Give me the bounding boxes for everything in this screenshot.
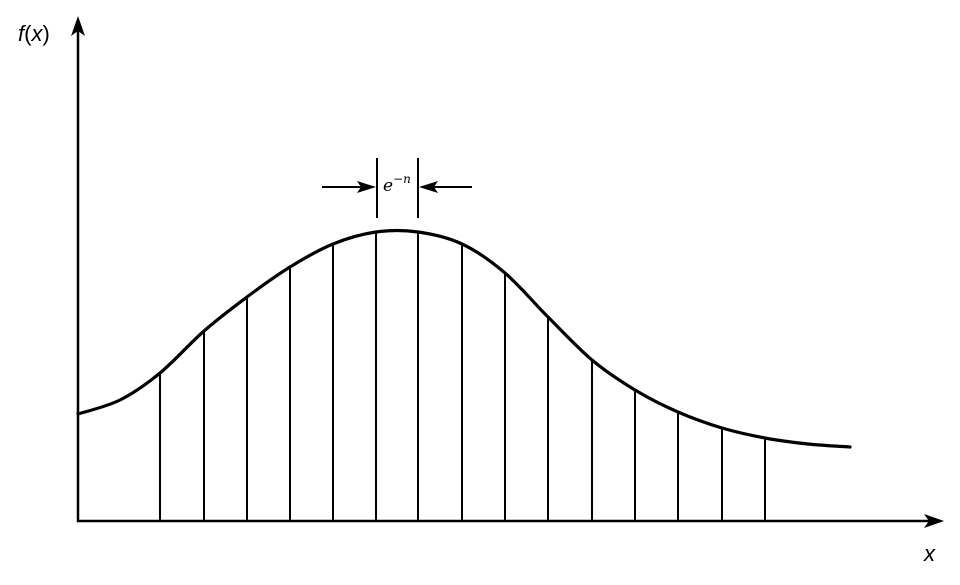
annotation-exponent: −n xyxy=(393,172,411,186)
y-axis-func: f xyxy=(18,21,27,46)
annotation-label: e−n xyxy=(383,172,411,196)
x-axis xyxy=(77,514,944,528)
y-axis-close: ) xyxy=(42,21,49,46)
annotation-left-arrowhead xyxy=(357,181,376,193)
y-axis xyxy=(71,16,85,522)
curve xyxy=(76,228,852,449)
x-axis-label: x xyxy=(923,541,936,566)
strips xyxy=(159,232,766,521)
y-axis-var: x xyxy=(30,21,43,46)
annotation-base: e xyxy=(383,176,393,196)
width-annotation: e−n xyxy=(322,158,472,218)
x-axis-arrowhead xyxy=(924,514,944,528)
y-axis-label: f(x) xyxy=(18,21,50,46)
y-axis-arrowhead xyxy=(71,16,85,36)
annotation-right-arrowhead xyxy=(419,181,438,193)
y-axis-open: ( xyxy=(24,21,32,46)
